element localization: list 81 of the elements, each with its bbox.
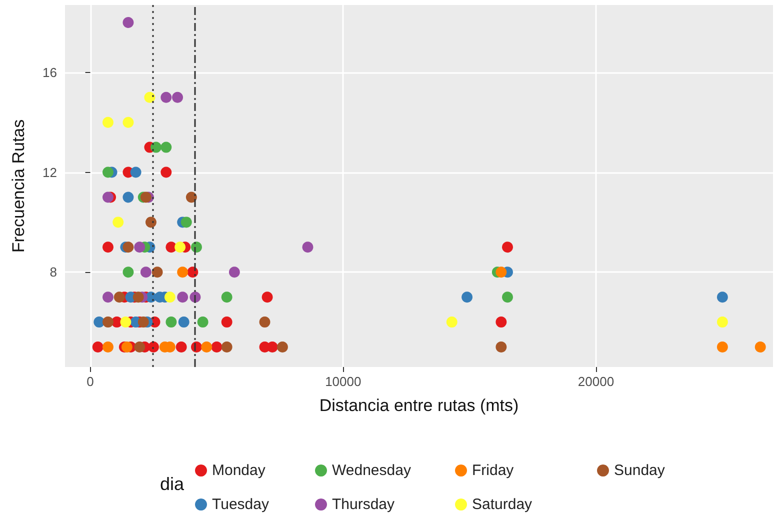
point (144, 92, 156, 103)
point (496, 316, 507, 328)
y-tick-label: 12 (42, 164, 57, 180)
point (94, 316, 105, 328)
point (176, 342, 187, 353)
point (462, 292, 473, 303)
x-tick-label: 0 (86, 374, 94, 389)
point (446, 316, 458, 328)
point (496, 266, 507, 278)
point (140, 192, 152, 203)
point (180, 216, 192, 228)
point (122, 116, 134, 128)
point (172, 92, 184, 103)
x-axis-title: Distancia entre rutas (mts) (319, 396, 519, 415)
point (134, 242, 146, 253)
point (211, 342, 222, 353)
point (754, 342, 766, 353)
point (186, 192, 197, 203)
point (164, 292, 176, 303)
point (102, 166, 114, 178)
legend-label: Wednesday (332, 462, 412, 479)
point (221, 292, 232, 303)
point (148, 342, 159, 353)
legend-title: dia (160, 474, 186, 494)
point (160, 92, 172, 103)
point (102, 192, 114, 203)
legend-label: Sunday (614, 462, 666, 479)
point (177, 292, 188, 303)
legend-label: Saturday (472, 496, 533, 513)
point (276, 342, 288, 353)
point (502, 242, 513, 253)
point (138, 316, 149, 328)
point (152, 266, 163, 278)
y-tick-label: 16 (42, 64, 57, 80)
point (120, 316, 132, 328)
point (716, 292, 728, 303)
legend-label: Monday (212, 462, 266, 479)
point (140, 266, 152, 278)
point (262, 292, 273, 303)
point (259, 316, 270, 328)
point (150, 142, 162, 153)
legend-label: Tuesday (212, 496, 270, 513)
point (134, 342, 146, 353)
point (221, 316, 232, 328)
point (160, 142, 172, 153)
x-tick-label: 20000 (578, 374, 614, 389)
point (221, 342, 232, 353)
legend-label: Thursday (332, 496, 396, 513)
point (716, 342, 728, 353)
point (302, 242, 314, 253)
point (102, 342, 114, 353)
point (145, 216, 156, 228)
point (114, 292, 125, 303)
point (496, 342, 507, 353)
y-tick-label: 8 (50, 264, 57, 280)
x-tick-label: 10000 (325, 374, 362, 389)
point (166, 316, 177, 328)
point (121, 342, 132, 353)
point (160, 166, 172, 178)
point (201, 342, 212, 353)
point (102, 316, 114, 328)
point (122, 16, 134, 28)
point (716, 316, 728, 328)
point (102, 242, 114, 253)
y-axis-title: Frecuencia Rutas (9, 119, 28, 253)
point (122, 242, 134, 253)
point (130, 166, 142, 178)
legend-label: Friday (472, 462, 514, 479)
point (132, 292, 144, 303)
point (102, 292, 114, 303)
point (178, 316, 190, 328)
point (112, 216, 124, 228)
point (228, 266, 240, 278)
point (92, 342, 104, 353)
point (197, 316, 208, 328)
point (177, 266, 188, 278)
point (122, 266, 134, 278)
point (122, 192, 134, 203)
point (502, 292, 513, 303)
point (102, 116, 114, 128)
point (174, 242, 186, 253)
